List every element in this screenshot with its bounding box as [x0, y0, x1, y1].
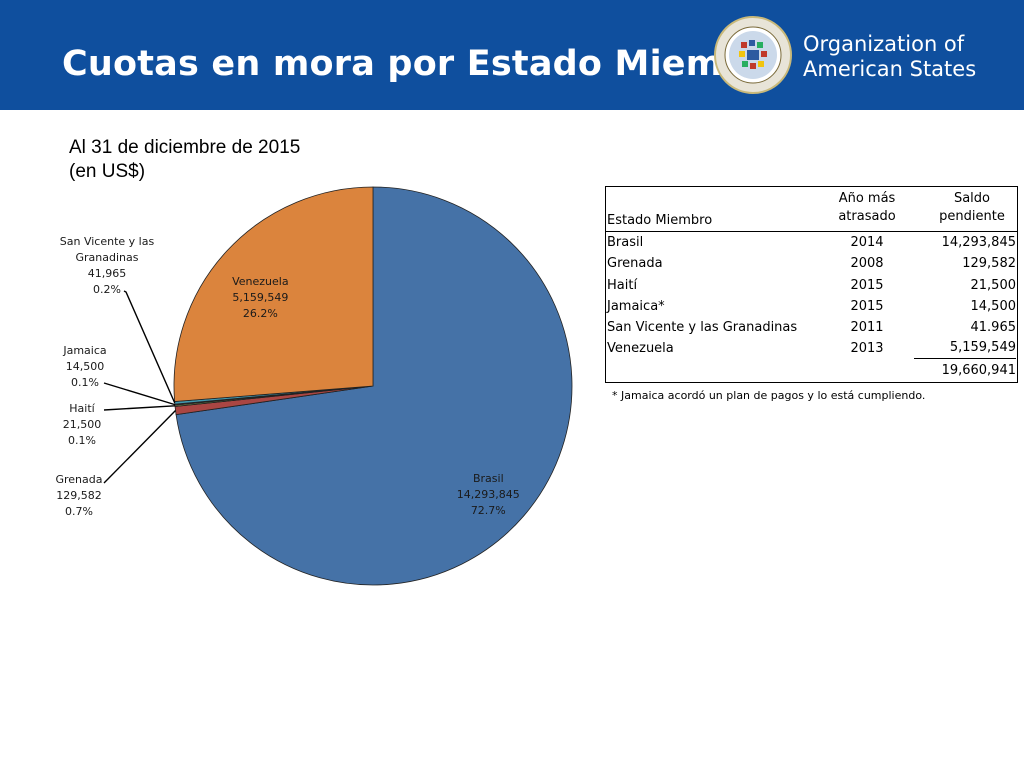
table-row: Brasil 2014 14,293,845: [606, 232, 1017, 253]
cell-estado: Jamaica*: [607, 298, 665, 314]
header-anio-line1: Año más: [838, 191, 896, 206]
table-row: Jamaica* 2015 14,500: [606, 296, 1017, 317]
pie-slice-brasil: [175, 186, 573, 586]
table-row: San Vicente y las Granadinas 2011 41.965: [606, 317, 1017, 338]
header-estado: Estado Miembro: [607, 213, 713, 228]
data-label-brasil: Brasil 14,293,845 72.7%: [457, 472, 520, 517]
leader-line: [103, 405, 176, 411]
page-title: Cuotas en mora por Estado Miembro: [62, 44, 790, 84]
cell-anio: 2013: [850, 341, 884, 357]
cell-estado: Brasil: [607, 235, 644, 250]
leader-line: [103, 410, 177, 484]
cell-anio: 2008: [850, 256, 884, 272]
header-anio-line2: atrasado: [838, 209, 896, 224]
cell-anio: 2014: [850, 235, 884, 250]
leader-line: [103, 382, 176, 406]
cell-estado: Haití: [607, 277, 638, 293]
cell-saldo: 21,500: [970, 277, 1017, 293]
table-row: Venezuela 2013 5,159,549: [606, 338, 1017, 360]
header-saldo: Saldo pendiente: [928, 190, 1016, 226]
data-label-hait-: Haití 21,500 0.1%: [63, 402, 102, 447]
table-row: Grenada 2008 129,582: [606, 253, 1017, 274]
table-header-row: Estado Miembro Año más atrasado Saldo pend…: [606, 187, 1017, 232]
header-anio: Año más atrasado: [826, 190, 908, 226]
data-label-grenada: Grenada 129,582 0.7%: [55, 473, 102, 518]
table-total-row: 19,660,941: [606, 360, 1017, 382]
table-row: Haití 2015 21,500: [606, 275, 1017, 296]
data-label-san-vicente-y-las-granadinas: San Vicente y las Granadinas 41,965 0.2%: [60, 235, 155, 296]
org-name-line2: American States: [803, 57, 977, 81]
leader-line: [123, 290, 176, 404]
header-saldo-line2: pendiente: [939, 209, 1005, 224]
chart-subtitle: Al 31 de diciembre de 2015 (en US$): [69, 136, 300, 184]
cell-anio: 2015: [850, 298, 884, 314]
cell-estado: Venezuela: [607, 341, 674, 357]
cell-saldo: 41.965: [970, 320, 1017, 336]
pie-slice-venezuela: [173, 186, 374, 402]
cell-saldo: 5,159,549: [914, 338, 1016, 360]
data-label-jamaica: Jamaica 14,500 0.1%: [62, 344, 106, 389]
cell-estado: Grenada: [607, 256, 663, 272]
table-footnote: * Jamaica acordó un plan de pagos y lo e…: [612, 389, 926, 402]
org-name-line1: Organization of: [803, 32, 965, 56]
org-name: Organization of American States: [803, 32, 976, 82]
subtitle-line1: Al 31 de diciembre de 2015: [69, 137, 301, 158]
header-saldo-line1: Saldo: [953, 191, 991, 206]
cell-saldo: 14,293,845: [941, 235, 1016, 250]
cell-anio: 2015: [850, 277, 884, 293]
cell-total: 19,660,941: [941, 362, 1016, 378]
cell-anio: 2011: [850, 320, 884, 336]
header-bar: Cuotas en mora por Estado Miembro Organi…: [0, 0, 1024, 110]
arrears-table: Estado Miembro Año más atrasado Saldo pend…: [605, 186, 1018, 383]
subtitle-line2: (en US$): [69, 161, 146, 182]
cell-saldo: 14,500: [970, 298, 1017, 314]
pie-chart: Brasil 14,293,845 72.7% Venezuela 5,159,549 2…: [55, 186, 573, 586]
oas-seal-icon: [714, 16, 792, 94]
cell-estado: San Vicente y las Granadinas: [607, 320, 798, 336]
data-label-venezuela: Venezuela 5,159,549 26.2%: [232, 275, 289, 320]
cell-saldo: 129,582: [962, 256, 1016, 272]
